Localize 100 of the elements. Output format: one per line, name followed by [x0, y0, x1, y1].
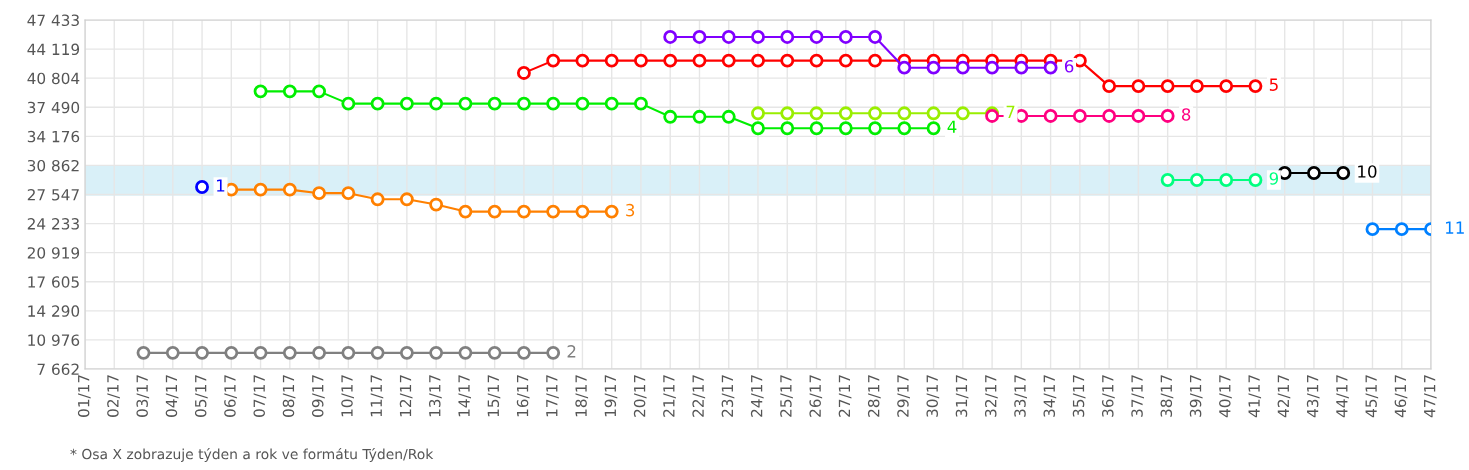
- point: [370, 96, 385, 111]
- x-tick-label: 19/17: [604, 375, 618, 417]
- x-tick-label: 28/17: [867, 375, 881, 417]
- point: [1219, 79, 1234, 94]
- point: [985, 60, 1000, 75]
- point: [312, 84, 327, 99]
- point: [663, 30, 678, 44]
- x-tick-label: 41/17: [1248, 375, 1262, 418]
- point: [926, 121, 941, 136]
- series-label: 11: [1446, 221, 1464, 234]
- series-label: 2: [567, 345, 576, 358]
- x-tick-label: 39/17: [1189, 375, 1203, 417]
- series-label: 5: [1269, 78, 1278, 91]
- point: [751, 30, 765, 44]
- x-tick-label: 43/17: [1306, 375, 1320, 418]
- x-tick-label: 23/17: [721, 375, 735, 417]
- point: [780, 121, 795, 136]
- x-tick-label: 05/17: [194, 375, 208, 417]
- point: [692, 53, 707, 68]
- point: [399, 192, 414, 207]
- x-tick-label: 42/17: [1277, 375, 1291, 418]
- y-tick-label: 10 976: [28, 334, 80, 346]
- point: [634, 53, 648, 68]
- point: [516, 204, 531, 219]
- point: [399, 96, 414, 111]
- point: [546, 96, 561, 111]
- series-label: 6: [1064, 59, 1074, 73]
- x-tick-label: 07/17: [253, 375, 267, 417]
- x-tick-label: 13/17: [429, 375, 442, 417]
- point: [1248, 79, 1263, 94]
- point: [1072, 108, 1087, 123]
- point: [663, 53, 678, 68]
- x-tick-label: 22/17: [692, 375, 706, 417]
- point: [487, 345, 502, 360]
- y-tick-label: 37 490: [27, 101, 80, 114]
- x-tick-label: 44/17: [1336, 375, 1349, 418]
- point: [253, 345, 268, 360]
- point: [458, 96, 473, 111]
- point: [721, 30, 736, 44]
- point: [751, 121, 765, 136]
- y-tick-label: 40 804: [27, 72, 80, 85]
- point: [399, 345, 414, 360]
- point: [429, 197, 444, 212]
- point: [955, 106, 970, 121]
- point: [897, 106, 912, 121]
- x-tick-label: 04/17: [165, 375, 179, 417]
- point: [1131, 79, 1146, 94]
- point: [1248, 173, 1263, 187]
- x-tick-label: 02/17: [107, 375, 120, 417]
- point: [780, 106, 795, 121]
- y-tick-label: 7 662: [37, 363, 79, 376]
- point: [516, 345, 531, 360]
- x-tick-label: 29/17: [897, 375, 910, 417]
- x-tick-label: 03/17: [136, 375, 150, 417]
- x-tick-label: 20/17: [633, 375, 647, 417]
- x-tick-label: 30/17: [926, 375, 940, 417]
- point: [926, 106, 941, 121]
- x-tick-label: 01/17: [77, 375, 91, 417]
- series-label: 9: [1269, 172, 1279, 185]
- point: [165, 345, 180, 360]
- point: [1219, 173, 1234, 187]
- point: [312, 186, 327, 201]
- point: [751, 53, 765, 68]
- point: [1189, 79, 1204, 94]
- point: [838, 121, 853, 136]
- x-tick-label: 33/17: [1014, 375, 1027, 417]
- point: [341, 96, 356, 111]
- point: [253, 84, 268, 99]
- x-tick-label: 16/17: [516, 375, 530, 417]
- point: [809, 30, 824, 44]
- point: [546, 204, 561, 219]
- point: [487, 96, 502, 111]
- x-tick-label: 10/17: [341, 375, 354, 417]
- point: [224, 345, 239, 360]
- point: [1131, 108, 1146, 123]
- x-tick-label: 14/17: [458, 375, 472, 417]
- x-tick-label: 35/17: [1072, 375, 1086, 417]
- point: [341, 186, 356, 201]
- x-tick-label: 37/17: [1131, 375, 1145, 417]
- y-tick-label: 30 862: [27, 159, 79, 172]
- point: [429, 345, 444, 360]
- point: [692, 30, 707, 44]
- point: [604, 96, 619, 111]
- point: [1102, 79, 1117, 94]
- y-tick-label: 17 605: [28, 276, 79, 288]
- point: [1014, 60, 1029, 75]
- point: [458, 345, 473, 360]
- x-tick-label: 38/17: [1160, 375, 1174, 417]
- point: [1189, 173, 1204, 187]
- point: [721, 109, 736, 124]
- point: [604, 53, 619, 68]
- x-tick-label: 09/17: [311, 375, 325, 417]
- series-label: 4: [947, 120, 957, 133]
- point: [195, 180, 209, 194]
- point: [575, 96, 590, 111]
- x-tick-label: 36/17: [1102, 375, 1115, 417]
- point: [809, 121, 824, 136]
- point: [1307, 166, 1321, 180]
- x-tick-label: 17/17: [546, 375, 559, 417]
- point: [780, 30, 795, 44]
